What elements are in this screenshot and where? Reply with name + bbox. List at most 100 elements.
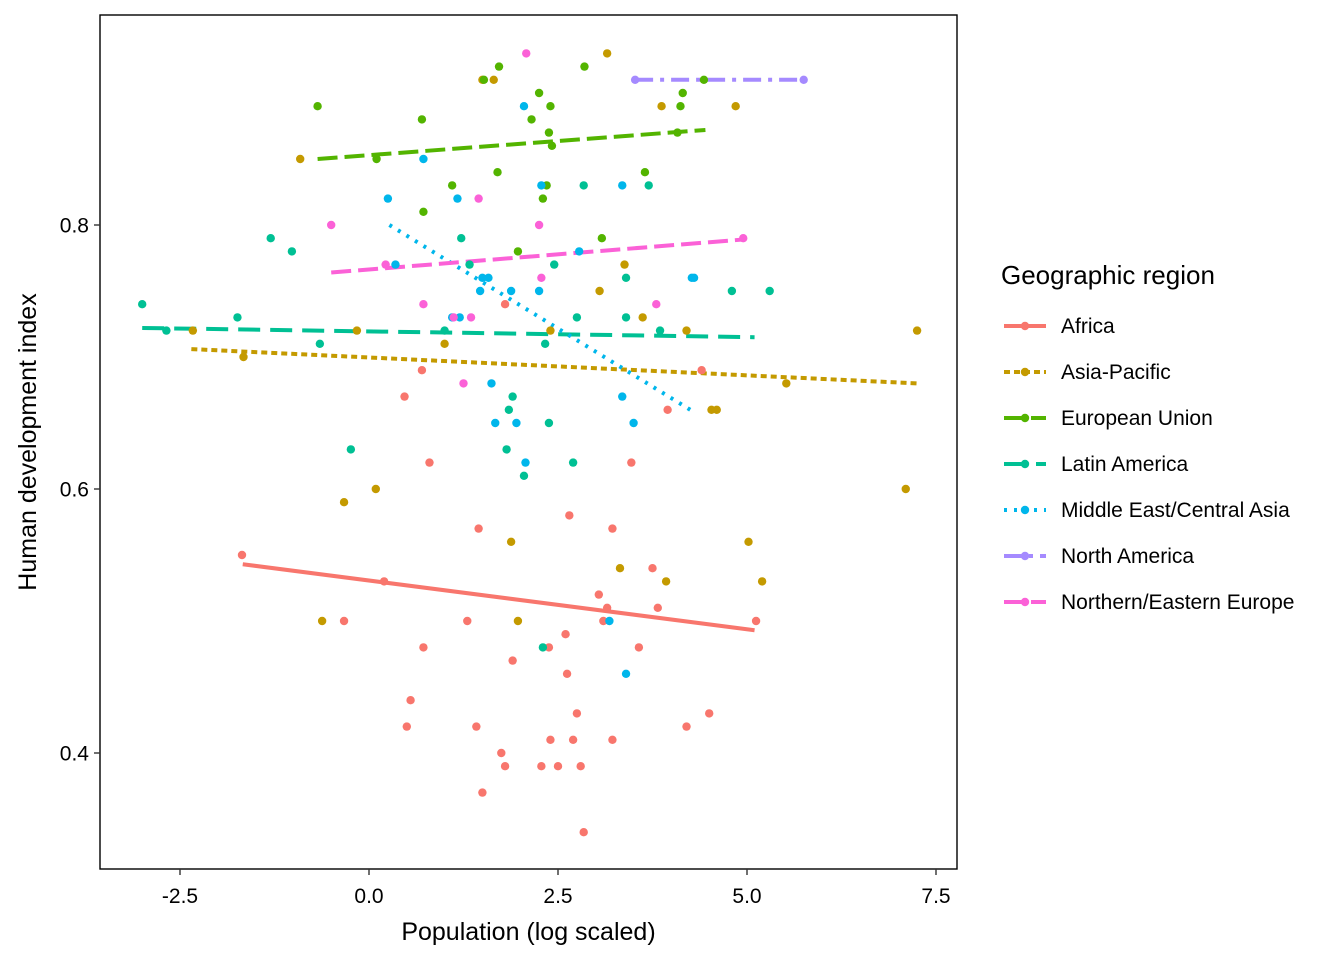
data-point [379, 577, 389, 586]
data-point [618, 392, 627, 401]
data-point [489, 75, 498, 85]
data-point [519, 471, 529, 480]
data-point [615, 564, 625, 573]
data-point [465, 260, 474, 269]
data-point [644, 181, 653, 190]
data-point [540, 339, 550, 348]
legend-title: Geographic region [1001, 260, 1215, 290]
legend-item: Africa [1004, 315, 1115, 338]
data-point [595, 286, 604, 296]
data-point [574, 247, 584, 256]
data-point [512, 418, 521, 428]
data-point [506, 286, 516, 296]
data-point [400, 392, 409, 401]
data-point [655, 326, 665, 335]
x-tick-label: 7.5 [921, 885, 950, 908]
data-point [417, 115, 427, 124]
data-point [425, 458, 434, 467]
data-point [508, 392, 517, 401]
data-point [634, 643, 644, 652]
x-tick-label: 2.5 [543, 885, 572, 908]
data-point [296, 154, 305, 164]
data-point [550, 260, 559, 269]
data-point [381, 260, 390, 269]
legend: Geographic region Africa Asia-Pacific Euro… [1001, 260, 1294, 614]
data-point [315, 339, 325, 348]
data-point [383, 194, 393, 203]
data-point [237, 550, 247, 560]
data-point [188, 326, 198, 335]
data-point [727, 286, 737, 296]
data-point [138, 300, 147, 309]
legend-label: Latin America [1061, 453, 1189, 476]
data-point [739, 234, 748, 243]
legend-label: European Union [1061, 407, 1213, 430]
data-point [608, 524, 617, 533]
data-point [493, 168, 502, 177]
data-point [534, 88, 544, 98]
data-point [534, 220, 544, 230]
x-axis: -2.5 0.0 2.5 5.0 7.5 [162, 869, 951, 908]
data-point [371, 484, 381, 494]
data-point [572, 313, 582, 322]
data-point [402, 722, 411, 731]
data-point [627, 458, 636, 467]
data-point [580, 62, 589, 71]
legend-label: Middle East/Central Asia [1061, 499, 1290, 522]
data-point [494, 62, 504, 71]
y-axis: 0.4 0.6 0.8 [60, 215, 100, 766]
legend-key-point [1020, 413, 1030, 423]
data-points [138, 49, 922, 837]
data-point [339, 498, 349, 507]
data-point [546, 326, 555, 335]
data-point [478, 788, 487, 797]
trend-line [142, 325, 755, 340]
data-point [599, 616, 608, 626]
data-point [572, 709, 582, 718]
data-point [731, 102, 740, 111]
data-point [479, 75, 489, 85]
trend-line [242, 562, 755, 633]
data-point [673, 128, 682, 137]
legend-key-point [1020, 321, 1030, 331]
data-point [317, 616, 327, 626]
data-point [553, 762, 563, 771]
data-point [648, 564, 657, 573]
data-point [500, 762, 510, 771]
data-point [506, 537, 516, 546]
data-point [233, 313, 242, 322]
legend-key-point [1020, 551, 1030, 561]
data-point [449, 313, 458, 322]
data-point [419, 300, 428, 309]
legend-label: Northern/Eastern Europe [1061, 591, 1294, 614]
data-point [689, 273, 699, 282]
data-point [239, 352, 248, 362]
data-point [661, 577, 671, 586]
legend-item: European Union [1004, 407, 1213, 430]
data-point [504, 405, 514, 414]
data-point [544, 418, 554, 428]
data-point [419, 207, 428, 216]
data-point [678, 88, 687, 98]
x-axis-label: Population (log scaled) [401, 918, 655, 946]
data-point [497, 748, 506, 758]
legend-item: Northern/Eastern Europe [1004, 591, 1294, 614]
panel-background [100, 15, 957, 869]
data-point [339, 616, 349, 626]
data-point [313, 102, 322, 111]
data-point [663, 405, 672, 414]
data-point [447, 181, 457, 190]
data-point [527, 115, 536, 124]
trend-line [331, 237, 744, 275]
data-point [352, 326, 362, 335]
data-point [699, 75, 709, 85]
data-point [568, 735, 578, 744]
data-point [466, 313, 476, 322]
legend-item: Latin America [1004, 453, 1189, 476]
data-point [502, 445, 511, 454]
trend-lines [142, 77, 918, 633]
data-point [576, 762, 585, 771]
data-point [653, 603, 662, 612]
trend-line [317, 127, 706, 161]
data-point [537, 762, 546, 771]
